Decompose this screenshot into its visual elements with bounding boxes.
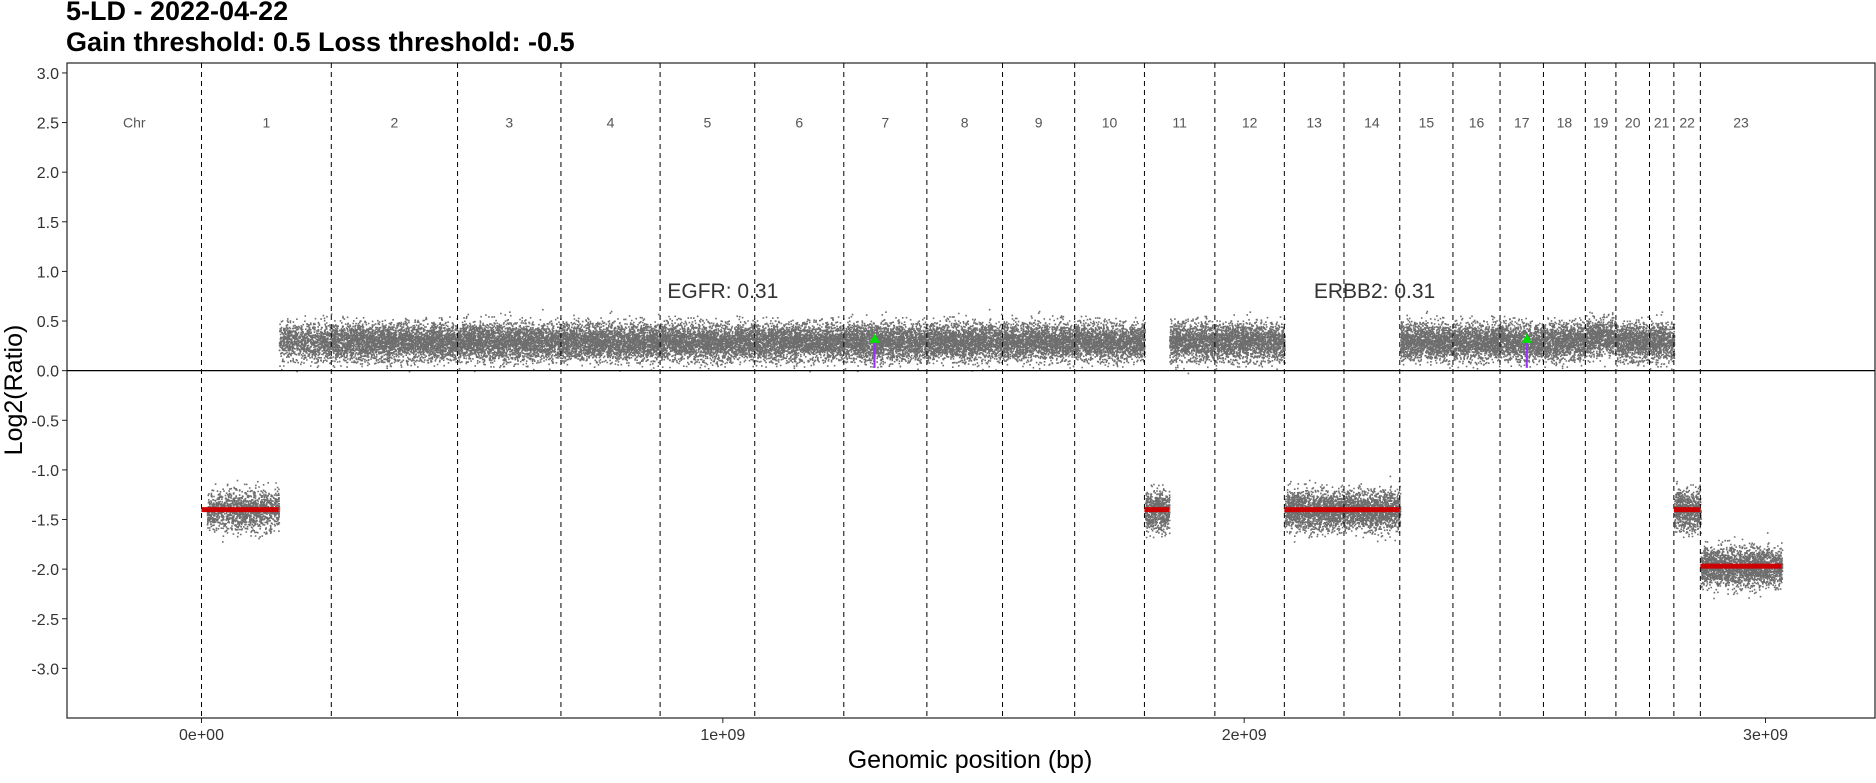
y-tick-label: -1.5 [31,513,59,530]
scatter-points [206,308,1784,600]
y-tick-label: 1.0 [37,264,59,281]
chr-label-5: 5 [704,115,712,131]
plot-panel-border [66,62,1876,719]
x-tick-label: 1e+09 [700,727,745,744]
chr-label-22: 22 [1679,115,1695,131]
chr-label-10: 10 [1102,115,1118,131]
chr-label-21: 21 [1654,115,1670,131]
y-axis: 3.0 2.5 2.0 1.5 1.0 0.5 0.0 -0.5 -1.0 -1.5 -2.0 -2.… [31,66,67,678]
chr-label-9: 9 [1035,115,1043,131]
chart-subtitle: Gain threshold: 0.5 Loss threshold: -0.5 [66,27,575,57]
x-tick-label: 0e+00 [179,727,224,744]
x-tick-label: 2e+09 [1222,727,1267,744]
gene-annotations: EGFR: 0.31 ERBB2: 0.31 [667,280,1532,368]
y-tick-label: -0.5 [31,413,59,430]
y-tick-label: -2.5 [31,612,59,629]
y-axis-label: Log2(Ratio) [0,325,28,456]
gene-label-erbb2: ERBB2: 0.31 [1314,280,1435,303]
y-tick-label: -2.0 [31,562,59,579]
y-tick-label: 1.5 [37,215,59,232]
chr-label-8: 8 [961,115,969,131]
chr-label-7: 7 [881,115,889,131]
chr-label-14: 14 [1364,115,1380,131]
chr-label-4: 4 [607,115,615,131]
y-tick-label: 2.5 [37,116,59,133]
y-tick-label: 3.0 [37,66,59,83]
x-axis: 0e+00 1e+09 2e+09 3e+09 [179,718,1788,744]
chr-header-label: Chr [123,115,146,131]
chr-label-1: 1 [263,115,271,131]
y-tick-label: 0.0 [37,364,59,381]
segment-lines [201,507,1782,569]
chromosome-boundaries [201,63,1701,718]
y-tick-label: 2.0 [37,165,59,182]
chr-label-17: 17 [1514,115,1530,131]
chr-label-23: 23 [1733,115,1749,131]
gene-marker-erbb2 [1521,333,1532,343]
chr-label-20: 20 [1625,115,1641,131]
y-tick-label: -1.0 [31,463,59,480]
chr-label-6: 6 [795,115,803,131]
x-tick-label: 3e+09 [1743,727,1788,744]
data-points-layer [206,308,1784,600]
chr-label-18: 18 [1557,115,1573,131]
y-tick-label: 0.5 [37,314,59,331]
chr-label-3: 3 [505,115,513,131]
chr-label-11: 11 [1172,115,1187,131]
chr-label-15: 15 [1419,115,1435,131]
chromosome-labels: Chr 1 2 3 4 5 6 7 8 9 10 11 12 13 14 15 16 17 18 19 20 21 22 23 [123,115,1749,131]
chr-label-16: 16 [1469,115,1485,131]
x-axis-label: Genomic position (bp) [848,746,1093,774]
chart-title: 5-LD - 2022-04-22 [66,0,289,26]
chr-label-12: 12 [1242,115,1258,131]
chr-label-13: 13 [1306,115,1322,131]
title-block: 5-LD - 2022-04-22 Gain threshold: 0.5 Lo… [66,0,575,58]
gene-label-egfr: EGFR: 0.31 [667,280,778,303]
gene-marker-egfr [869,333,880,343]
chr-label-19: 19 [1593,115,1609,131]
y-tick-label: -3.0 [31,661,59,678]
chr-label-2: 2 [391,115,399,131]
